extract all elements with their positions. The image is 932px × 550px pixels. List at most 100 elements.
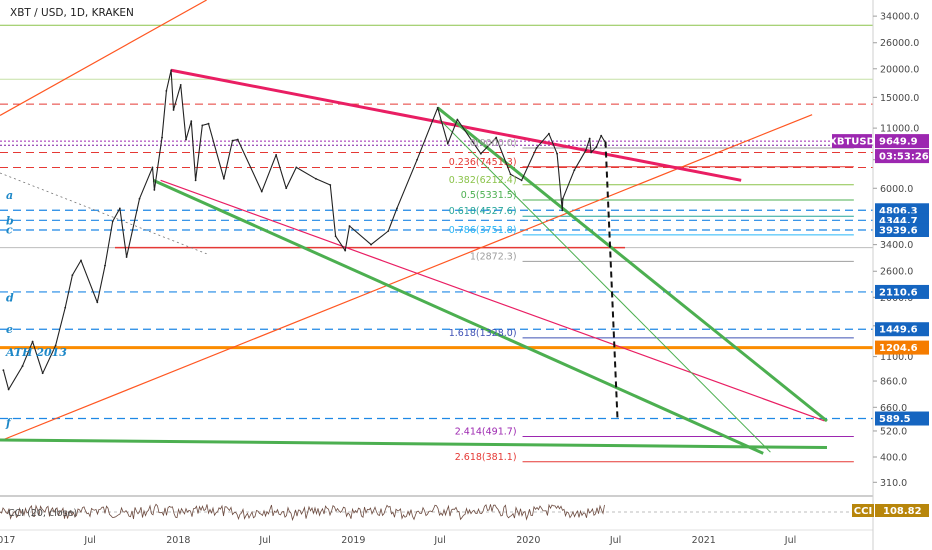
x-tick-label: 2018 [166, 535, 190, 546]
x-tick-label: Jul [433, 535, 445, 546]
price-point [125, 256, 128, 258]
fib-level-label: 1(2872.3) [470, 251, 517, 262]
x-tick-label: Jul [83, 535, 95, 546]
y-tick-label: 2600.0 [880, 267, 913, 278]
chart-title: XBT / USD, 1D, KRAKEN [10, 7, 134, 19]
price-point [201, 124, 204, 127]
y-tick-label: 1100.0 [880, 352, 913, 363]
price-point [348, 225, 351, 227]
long-term-support-line [0, 114, 813, 442]
wave-label: d [6, 291, 14, 304]
y-tick-label: 34000.0 [880, 12, 919, 23]
price-tag-box [875, 223, 929, 238]
price-point [153, 189, 156, 191]
price-point [236, 138, 239, 141]
price-point [495, 136, 498, 139]
price-tag-box [875, 340, 929, 355]
cci-value-box [875, 504, 929, 517]
fib-level-label: 2.618(381.1) [455, 452, 517, 463]
price-tag-value: 2110.6 [879, 287, 918, 298]
y-tick-label: 400.0 [880, 452, 907, 463]
price-point [561, 209, 564, 212]
price-point [479, 152, 482, 155]
price-point [161, 136, 163, 139]
y-tick-label: 520.0 [880, 426, 907, 437]
upper-channel-line [436, 106, 828, 423]
price-point [315, 177, 317, 180]
price-point [344, 249, 347, 252]
fib-level-label: 0.618(4527.6) [449, 206, 517, 217]
price-point [509, 173, 512, 176]
cci-value: 108.82 [883, 506, 922, 517]
price-point [584, 149, 587, 152]
price-point [590, 151, 593, 154]
price-point [111, 220, 114, 223]
y-tick-label: 3400.0 [880, 240, 913, 251]
price-point [548, 132, 550, 135]
cci-line [0, 503, 605, 522]
wave-label: a [6, 189, 13, 202]
price-point [165, 90, 168, 92]
inner-downtrend-line [160, 179, 825, 422]
price-point [387, 230, 390, 232]
wave-label: b [6, 214, 14, 227]
price-point [334, 235, 337, 238]
x-tick-label: Jul [609, 535, 621, 546]
grid-layer [0, 24, 873, 463]
price-point [207, 122, 210, 125]
price-tag-value: 03:53:26 [879, 152, 929, 163]
y-tick-label: 310.0 [880, 478, 907, 489]
price-point [588, 137, 591, 140]
wave-label: c [6, 224, 13, 237]
price-point [104, 264, 106, 267]
price-tag-value: 3939.6 [879, 226, 918, 237]
grey-dotted-line [0, 172, 207, 255]
price-point [370, 243, 372, 246]
x-tick-label: 2019 [341, 535, 365, 546]
price-point [151, 166, 154, 169]
price-point [185, 138, 187, 141]
price-point [535, 147, 538, 149]
fib-level-label: 0(9000.0) [470, 138, 517, 149]
cci-tag-box [852, 504, 874, 517]
price-layer [2, 69, 606, 391]
price-point [396, 207, 398, 210]
y-tick-label: 6000.0 [880, 184, 913, 195]
y-tick-label: 11000.0 [880, 124, 919, 135]
price-tag-value: 4344.7 [879, 216, 918, 227]
drawing-layer [0, 0, 828, 455]
price-point [138, 197, 141, 200]
fib-level-label: 0.236(7451.3) [449, 157, 517, 168]
price-tag-box [875, 284, 929, 299]
price-point [556, 152, 558, 155]
price-tag-value: 9649.9 [879, 137, 918, 148]
cci-tag-label: CCI [854, 506, 872, 517]
price-point [2, 369, 5, 372]
price-axis-background [873, 0, 932, 550]
price-point [456, 118, 459, 121]
price-tag-value: 589.5 [879, 414, 911, 425]
x-tick-label: 2020 [516, 535, 540, 546]
price-point [436, 106, 439, 109]
price-point [194, 179, 197, 182]
wave-label: f [5, 417, 13, 430]
y-tick-label: 860.0 [880, 377, 907, 388]
price-point [190, 120, 193, 123]
price-point [71, 274, 74, 277]
annotation-layer: 0(9000.0) 0.236(7451.3) 0.382(6212.4) 0.5(5… [5, 138, 517, 463]
price-point [96, 301, 99, 304]
price-point [595, 146, 598, 148]
symbol-tag-box [832, 134, 872, 149]
main-downtrend-line [170, 68, 742, 182]
x-tick-label: 2017 [0, 535, 15, 546]
wave-label: ATH 2013 [5, 346, 67, 359]
price-point [446, 142, 449, 145]
price-point [295, 166, 298, 169]
price-tag-value: 1449.6 [879, 325, 918, 336]
price-point [118, 207, 121, 210]
fib-level-label: 1.618(1328.0) [449, 328, 517, 339]
price-point [231, 139, 234, 142]
y-tick-label: 26000.0 [880, 38, 919, 49]
